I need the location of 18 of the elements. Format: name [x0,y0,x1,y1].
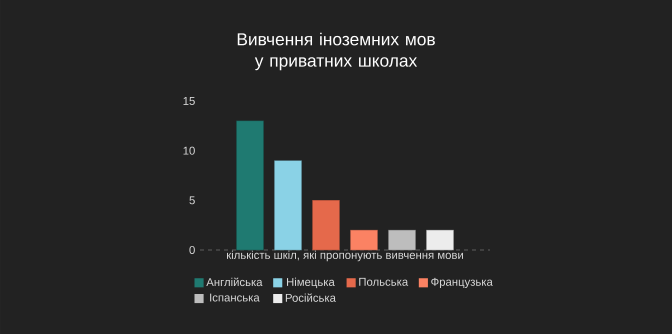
x-tick-label: кількість шкіл, які пропонують вивчення мови [227,250,463,262]
legend-label: Польська [359,278,408,286]
legend-label: Іспанська [210,294,260,302]
y-tick-label: 0 [189,246,195,254]
legend-label: Англійська [206,278,262,286]
y-tick-label: 10 [184,146,195,155]
legend-label: Російська [286,293,336,302]
legend-label: Німецька [287,278,335,288]
bar [236,120,264,250]
y-tick-label: 5 [189,196,195,204]
legend-label: Французька [431,278,493,288]
bar [426,230,454,250]
bar [312,200,340,250]
chart-title: Вивчення іноземних мов у приватних школах [238,32,435,70]
bar [388,230,416,250]
bar [274,160,302,250]
bar [350,230,378,250]
y-tick-label: 15 [184,97,195,105]
